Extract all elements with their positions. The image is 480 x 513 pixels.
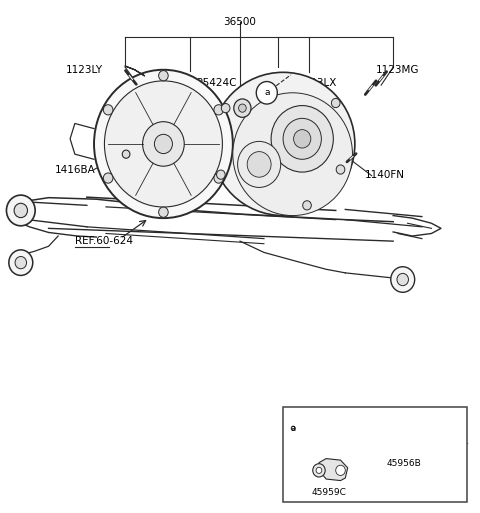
Text: 1416BA: 1416BA bbox=[55, 165, 95, 174]
Ellipse shape bbox=[233, 93, 352, 215]
Circle shape bbox=[316, 467, 322, 473]
Text: 1123LX: 1123LX bbox=[298, 77, 337, 88]
Circle shape bbox=[158, 71, 168, 81]
Circle shape bbox=[9, 250, 33, 275]
Ellipse shape bbox=[211, 72, 355, 215]
Circle shape bbox=[105, 81, 222, 207]
Circle shape bbox=[331, 98, 340, 108]
Text: 45959C: 45959C bbox=[312, 488, 347, 497]
Circle shape bbox=[15, 256, 26, 269]
Circle shape bbox=[238, 142, 281, 187]
Bar bbox=[283, 407, 468, 502]
Text: 45956B: 45956B bbox=[387, 459, 422, 468]
Text: REF.60-624: REF.60-624 bbox=[75, 236, 133, 246]
Text: a: a bbox=[291, 424, 296, 433]
Circle shape bbox=[397, 273, 408, 286]
Circle shape bbox=[14, 203, 27, 218]
Circle shape bbox=[234, 99, 251, 117]
Text: 36500: 36500 bbox=[224, 17, 256, 27]
Circle shape bbox=[103, 105, 113, 115]
Circle shape bbox=[313, 464, 325, 477]
Circle shape bbox=[256, 82, 277, 104]
Circle shape bbox=[6, 195, 35, 226]
Circle shape bbox=[221, 104, 230, 113]
Circle shape bbox=[214, 173, 224, 183]
Circle shape bbox=[143, 122, 184, 166]
Text: 25424C: 25424C bbox=[196, 77, 236, 88]
Circle shape bbox=[303, 201, 312, 210]
Circle shape bbox=[271, 106, 333, 172]
Circle shape bbox=[158, 207, 168, 218]
Circle shape bbox=[283, 119, 322, 160]
Circle shape bbox=[391, 267, 415, 292]
Polygon shape bbox=[319, 459, 348, 481]
Circle shape bbox=[336, 165, 345, 174]
Circle shape bbox=[214, 105, 224, 115]
Circle shape bbox=[155, 134, 172, 153]
Circle shape bbox=[216, 170, 225, 179]
Circle shape bbox=[247, 152, 271, 177]
Text: a: a bbox=[264, 88, 270, 97]
Text: 1123LY: 1123LY bbox=[66, 65, 103, 75]
Circle shape bbox=[239, 104, 246, 112]
Text: 1123MG: 1123MG bbox=[376, 65, 420, 75]
Circle shape bbox=[291, 426, 295, 430]
Circle shape bbox=[122, 150, 130, 159]
Circle shape bbox=[336, 465, 345, 476]
Circle shape bbox=[294, 130, 311, 148]
Text: 1140FN: 1140FN bbox=[364, 170, 405, 180]
Circle shape bbox=[103, 173, 113, 183]
Circle shape bbox=[94, 70, 233, 218]
